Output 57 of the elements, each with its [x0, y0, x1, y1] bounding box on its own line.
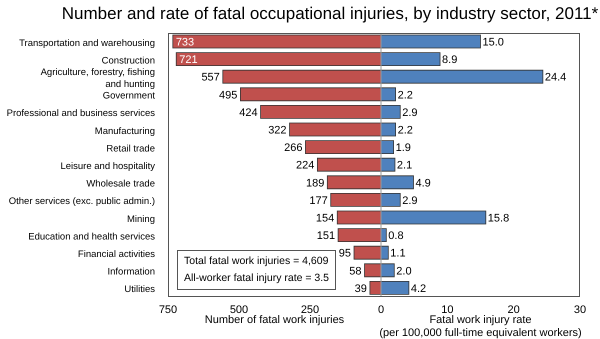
data-label: 266 [284, 142, 302, 154]
data-label: 322 [268, 124, 287, 136]
data-label: 151 [316, 230, 336, 242]
y-tick-label: Financial activities [78, 249, 156, 260]
data-label: 24.4 [544, 72, 566, 84]
y-tick-label: Construction [102, 55, 155, 66]
data-label: 95 [338, 248, 352, 260]
data-label: 721 [179, 54, 198, 66]
data-label: 58 [349, 265, 362, 278]
x-tick-label: 250 [300, 304, 320, 316]
y-tick-label: Other services (exc. public admin.) [8, 196, 155, 208]
y-tick-label: Mining [127, 214, 155, 225]
data-label: 1.1 [390, 248, 406, 260]
data-label: 2.2 [398, 89, 413, 102]
data-label: 8.9 [442, 54, 458, 66]
y-tick-label: Government [102, 90, 156, 102]
y-tick-label: Transportation and warehousing [19, 38, 155, 49]
data-label: 733 [176, 36, 194, 48]
data-label: 2.1 [396, 160, 412, 172]
data-label: 2.2 [398, 124, 413, 136]
x-tick-label: 30 [574, 304, 586, 316]
y-tick-label: Retail trade [106, 143, 155, 154]
annotation: Total fatal work injuries = 4,609 [184, 254, 330, 269]
data-label: 557 [201, 72, 220, 84]
y-tick-label: Information [107, 266, 155, 278]
x-tick-label: 750 [158, 304, 178, 316]
x-tick-label: 10 [441, 304, 454, 316]
y-tick-label: Utilities [124, 284, 156, 296]
chart-title: Number and rate of fatal occupational injuries, by industry sector, 2011* [60, 4, 600, 24]
y-tick-label: Education and health services [28, 231, 156, 242]
data-label: 177 [309, 194, 328, 207]
data-label: 1.9 [396, 142, 411, 154]
data-label: 15.8 [488, 212, 510, 224]
data-label: 4.9 [416, 177, 431, 190]
data-label: 2.0 [396, 265, 412, 278]
x-tick-label: 20 [508, 304, 520, 316]
x-axis-title: Number of fatal work injuries [204, 314, 345, 326]
data-label: 0.8 [388, 230, 404, 242]
data-label: 224 [296, 160, 314, 172]
data-label: 189 [306, 177, 324, 190]
x-tick-label: 0 [378, 304, 384, 316]
y-tick-label: Wholesale trade [86, 178, 155, 190]
data-label: 495 [219, 89, 238, 102]
data-label: 15.0 [482, 36, 504, 48]
x-tick-label: 500 [230, 304, 248, 316]
data-label: 154 [316, 212, 334, 224]
y-tick-label: Leisure and hospitality [60, 161, 156, 172]
annotation: All-worker fatal injury rate = 3.5 [184, 271, 330, 286]
data-label: 424 [239, 106, 258, 119]
data-label: 4.2 [410, 282, 426, 295]
y-tick-label: Manufacturing [94, 126, 155, 137]
y-tick-label: Agriculture, forestry, fishing and hunting [40, 67, 155, 90]
data-label: 2.9 [402, 194, 418, 207]
data-label: 39 [354, 282, 367, 295]
data-label: 2.9 [402, 106, 418, 119]
x-axis-title: Fatal work injury rate (per 100,000 full-time equivalent workers) [379, 314, 582, 339]
y-tick-label: Professional and business services [6, 108, 156, 120]
